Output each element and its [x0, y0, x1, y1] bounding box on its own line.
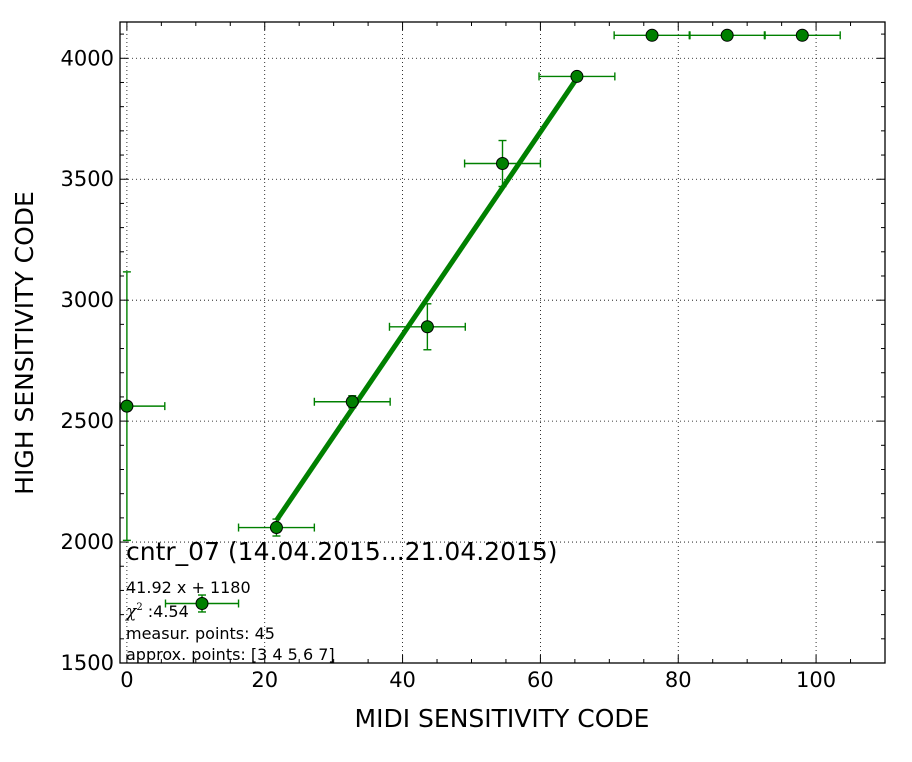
y-tick-labels: 1500 2000 2500 3000 3500 4000	[61, 46, 114, 675]
y-tick-label: 4000	[61, 46, 114, 70]
annotation-equation: 41.92 x + 1180	[126, 578, 251, 597]
y-tick-label: 2000	[61, 530, 114, 554]
annotation-chi: χ2 :4.54	[125, 602, 189, 622]
y-tick-label: 1500	[61, 651, 114, 675]
chi-value: :4.54	[143, 602, 189, 621]
x-tick-label: 100	[796, 668, 836, 692]
annotation-measur-points: measur. points: 45	[126, 624, 275, 643]
chi-symbol: χ	[125, 602, 138, 622]
data-point	[570, 69, 584, 83]
x-tick-label: 60	[527, 668, 554, 692]
data-point	[345, 395, 359, 409]
data-point	[496, 157, 509, 171]
ticks	[120, 22, 886, 664]
x-axis-title: MIDI SENSITIVITY CODE	[355, 704, 650, 733]
y-tick-label: 2500	[61, 409, 114, 433]
x-tick-label: 80	[665, 668, 692, 692]
x-tick-label: 0	[120, 668, 133, 692]
y-tick-label: 3000	[61, 288, 114, 312]
y-axis-title: HIGH SENSITIVITY CODE	[10, 191, 39, 495]
annotation-approx-points: approx. points: [3 4 5 6 7]	[126, 645, 335, 664]
x-tick-label: 40	[389, 668, 416, 692]
data-point	[720, 28, 734, 42]
fit-line-group	[274, 76, 580, 522]
data-point	[795, 28, 809, 42]
annotation-title: cntr_07 (14.04.2015...21.04.2015)	[126, 537, 558, 566]
data-points	[120, 28, 809, 610]
x-tick-labels: 0 20 40 60 80 100	[120, 668, 836, 692]
y-tick-label: 3500	[61, 167, 114, 191]
data-point	[120, 399, 134, 413]
plot-background	[120, 22, 885, 663]
chi-superscript: 2	[136, 602, 142, 613]
x-tick-label: 20	[251, 668, 278, 692]
data-point	[269, 521, 283, 535]
data-point	[195, 596, 209, 610]
data-point	[420, 320, 434, 334]
plot-frame	[119, 21, 886, 664]
data-point	[645, 28, 659, 42]
fit-line	[274, 76, 580, 522]
